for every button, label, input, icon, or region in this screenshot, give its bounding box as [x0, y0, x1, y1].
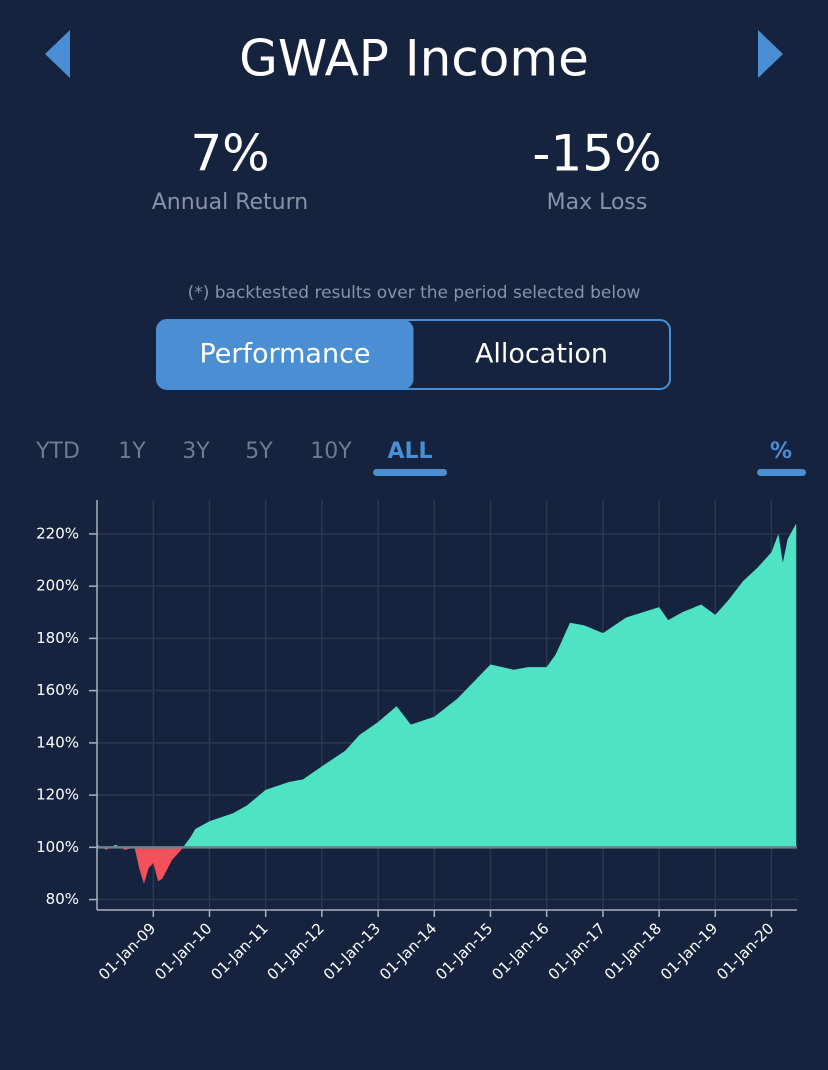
- y-tick-label: 220%: [36, 524, 79, 542]
- range-tab[interactable]: 1Y: [118, 439, 146, 464]
- y-tick-label: 140%: [36, 733, 79, 751]
- y-tick-label: 200%: [36, 577, 79, 595]
- area: [97, 523, 797, 884]
- prev-arrow[interactable]: [45, 30, 70, 78]
- stat-label: Annual Return: [152, 190, 308, 215]
- range-tab[interactable]: 3Y: [182, 439, 210, 464]
- range-underline: [373, 469, 447, 476]
- range-tab[interactable]: ALL: [387, 439, 432, 464]
- range-tabs: YTD 1Y 3Y 5Y 10Y ALL: [35, 439, 447, 476]
- note: (*) backtested results over the period s…: [188, 283, 641, 303]
- range-tab[interactable]: 5Y: [245, 439, 273, 464]
- y-tick-label: 100%: [36, 838, 79, 856]
- stat-value: -15%: [532, 125, 661, 183]
- unit-underline: [757, 469, 806, 476]
- title: GWAP Income: [239, 30, 589, 88]
- y-tick-label: 120%: [36, 786, 79, 804]
- y-tick-label: 160%: [36, 681, 79, 699]
- range-tab[interactable]: YTD: [35, 439, 80, 464]
- y-tick-label: 80%: [46, 890, 79, 908]
- range-tab[interactable]: 10Y: [310, 439, 352, 464]
- stat-value: 7%: [190, 125, 269, 183]
- next-arrow[interactable]: [758, 30, 783, 78]
- stat-label: Max Loss: [547, 190, 648, 215]
- tab-toggle: Performance Allocation: [156, 319, 671, 390]
- unit-toggle[interactable]: %: [770, 439, 792, 464]
- tab-active-bg: [157, 320, 414, 389]
- tab[interactable]: Allocation: [475, 339, 608, 370]
- tab[interactable]: Performance: [199, 339, 370, 370]
- y-tick-label: 180%: [36, 629, 79, 647]
